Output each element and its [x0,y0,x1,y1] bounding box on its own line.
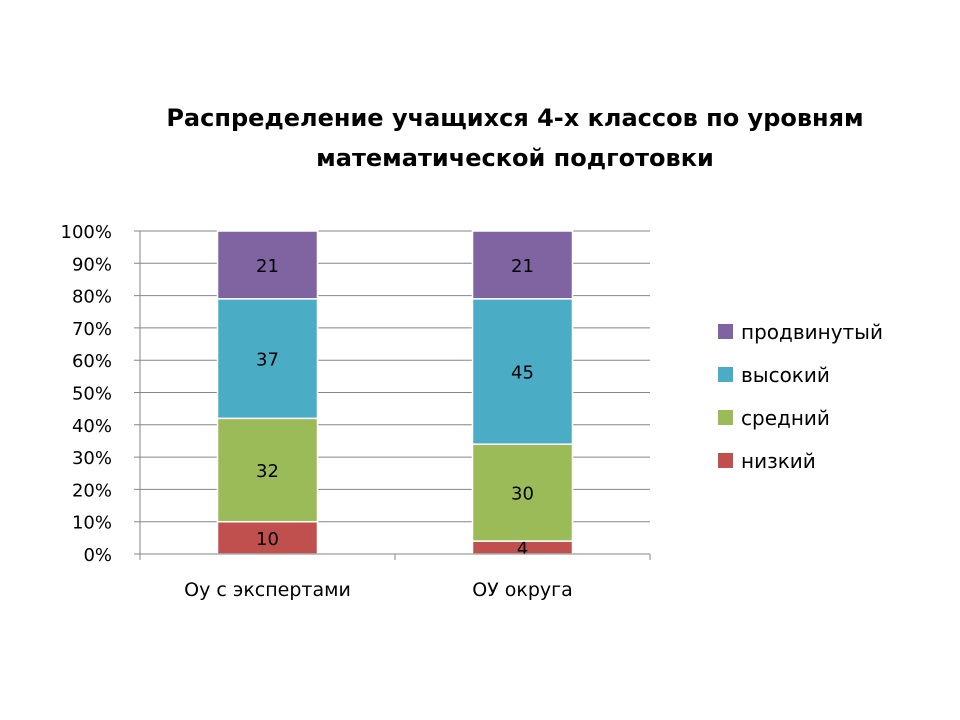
x-tick-label: Оу с экспертами [184,579,351,601]
legend-label: низкий [741,448,816,473]
y-tick-label: 60% [72,351,112,372]
bar-segment [471,298,574,445]
data-label: 4 [517,539,528,560]
x-tick-label: ОУ округа [472,579,573,601]
y-tick-label: 30% [72,448,112,469]
y-tick-label: 70% [72,319,112,340]
y-tick-label: 50% [72,384,112,405]
data-label: 37 [256,350,279,371]
data-label: 21 [256,256,279,277]
legend-swatch [718,367,733,382]
bar-segment [216,520,319,555]
data-label: 10 [256,529,279,550]
chart-title-line-1: Распределение учащихся 4-х классов по ур… [166,104,864,132]
legend-item: продвинутый [718,310,883,353]
legend-item: средний [718,396,883,439]
bar-segment [471,230,574,300]
y-tick-label: 40% [72,416,112,437]
legend-label: средний [741,405,830,430]
y-tick-label: 10% [72,513,112,534]
data-label: 32 [256,461,279,482]
data-label: 30 [511,484,534,505]
legend-label: высокий [741,362,830,387]
legend-item: высокий [718,353,883,396]
bar-segment [216,230,319,300]
legend-swatch [718,410,733,425]
chart-title: Распределение учащихся 4-х классов по ур… [150,98,880,178]
legend-item: низкий [718,439,883,482]
y-tick-label: 0% [83,545,112,566]
data-label: 21 [511,256,534,277]
chart-legend: продвинутый высокий средний низкий [718,310,883,482]
y-tick-label: 100% [61,222,112,243]
y-tick-label: 90% [72,254,112,275]
chart-title-line-2: математической подготовки [316,144,714,172]
legend-label: продвинутый [741,319,883,344]
y-tick-label: 20% [72,480,112,501]
bar-segment [216,417,319,523]
data-label: 45 [511,363,534,384]
legend-swatch [718,453,733,468]
bar-segment [216,298,319,420]
y-tick-label: 80% [72,287,112,308]
legend-swatch [718,324,733,339]
